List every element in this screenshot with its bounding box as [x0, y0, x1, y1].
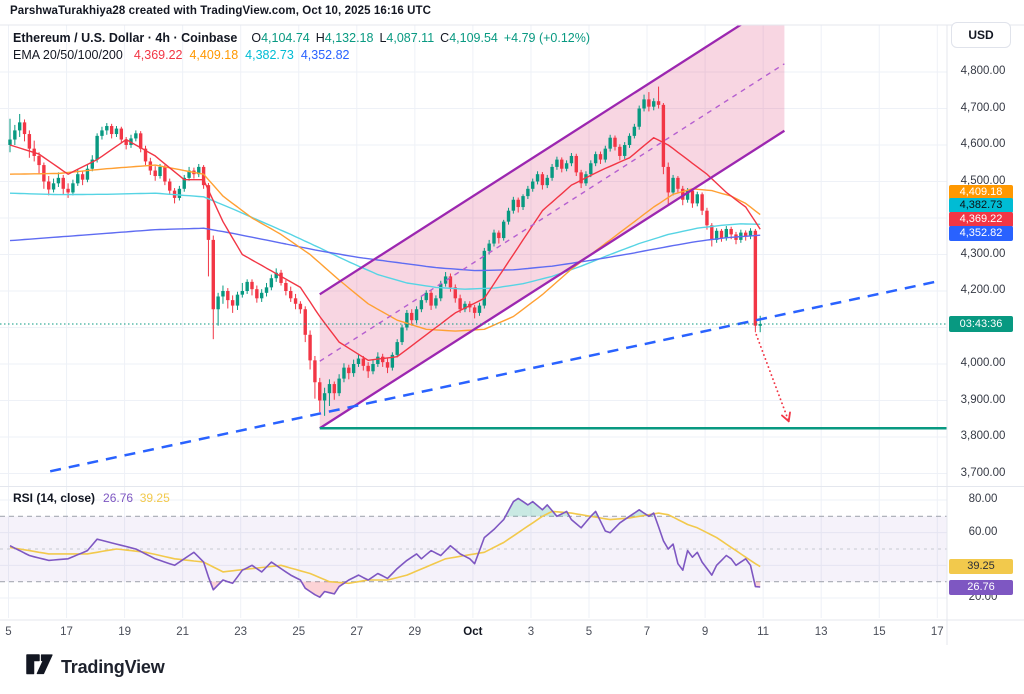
ema-price-badge: 4,352.82 [949, 225, 1013, 241]
time-tick-label: 29 [408, 626, 422, 638]
rsi-value: 26.76 [103, 491, 134, 505]
time-tick-label: 17 [60, 626, 73, 638]
time-tick-label: 19 [118, 626, 131, 638]
time-tick-label: 5 [585, 626, 593, 638]
time-tick-label: 7 [643, 626, 651, 638]
ema50-line[interactable] [9, 164, 761, 332]
time-tick-label: 9 [701, 626, 709, 638]
price-tick-label: 4,300.00 [960, 247, 1006, 260]
rsi-oversold-fill [301, 581, 347, 598]
attribution-text: ParshwaTurakhiya28 created with TradingV… [10, 5, 432, 17]
rsi-tick-label: 80.00 [968, 493, 998, 505]
price-tick-label: 4,500.00 [960, 174, 1006, 187]
rsi-indicator-label: RSI (14, close) [13, 491, 96, 505]
time-tick-label: 11 [757, 626, 770, 638]
ema-indicator-label: EMA 20/50/100/200 [13, 48, 123, 62]
price-tick-label: 4,800.00 [960, 65, 1006, 77]
high-label: H [315, 31, 325, 45]
rsi-overbought-fill [505, 498, 557, 517]
projection-arrow-line[interactable] [755, 333, 790, 423]
candles [8, 86, 762, 416]
ema-price-badge: 4,382.73 [949, 198, 1013, 213]
price-tick-label: 3,700.00 [960, 466, 1006, 479]
close-label: C [440, 31, 450, 45]
low-value: 4,087.11 [386, 31, 435, 45]
time-tick-label: 3 [527, 626, 535, 638]
rsi-pane[interactable] [0, 497, 947, 598]
ema20-value: 4,369.22 [133, 48, 183, 62]
price-tick-label: 3,800.00 [960, 430, 1006, 442]
time-tick-label: 5 [5, 626, 12, 638]
open-value: 4,104.74 [261, 31, 310, 45]
bar-countdown-badge: 03:43:36 [949, 316, 1013, 332]
currency-unit-toggle: USD [951, 22, 1011, 48]
price-tick-label: 4,200.00 [960, 284, 1006, 296]
ema100-line[interactable] [9, 192, 761, 290]
price-tick-label: 4,700.00 [960, 101, 1006, 114]
time-tick-label: 13 [814, 626, 828, 638]
symbol-title: Ethereum / U.S. Dollar · 4h · Coinbase [13, 31, 238, 45]
close-value: 4,109.54 [449, 31, 498, 45]
channel-lower-line[interactable] [319, 129, 786, 430]
ema100-value: 4,382.73 [245, 48, 294, 62]
time-tick-label: 15 [872, 626, 886, 638]
grid-lines [0, 25, 947, 618]
price-tick-label: 3,900.00 [960, 393, 1006, 406]
time-tick-label: 17 [930, 626, 944, 638]
rsi-line[interactable] [9, 497, 761, 598]
channel-midline[interactable] [319, 63, 785, 362]
symbol-legend: Ethereum / U.S. Dollar · 4h · Coinbase O4… [13, 30, 590, 64]
time-tick-label: 25 [292, 626, 306, 638]
rsi-value-badge: 26.76 [949, 579, 1013, 595]
channel-upper-line[interactable] [319, 0, 785, 296]
price-tick-label: 4,000.00 [960, 357, 1006, 369]
time-tick-label: 27 [350, 626, 364, 638]
projection-arrowhead [781, 414, 790, 423]
time-tick-label: 21 [176, 626, 189, 638]
ema20-line[interactable] [9, 137, 761, 361]
tradingview-wordmark: TradingView [61, 656, 165, 677]
change-value: +4.79 (+0.12%) [503, 31, 591, 45]
time-tick-label: Oct [463, 626, 483, 638]
projection-arrowhead [787, 411, 791, 423]
rsi-tick-label: 60.00 [968, 525, 998, 538]
tradingview-logo[interactable]: TradingView [26, 654, 165, 680]
ema-price-badge: 4,409.18 [949, 184, 1013, 200]
rsi-band [0, 516, 947, 582]
tradingview-logo-mark-icon [26, 654, 53, 680]
ema-price-badge: 4,369.22 [949, 212, 1013, 227]
ema-row: EMA 20/50/100/200 4,369.22 4,409.18 4,382.7… [13, 47, 590, 64]
symbol-row: Ethereum / U.S. Dollar · 4h · Coinbase O4… [13, 30, 590, 47]
ema50-value: 4,409.18 [189, 48, 239, 62]
high-value: 4,132.18 [324, 31, 374, 45]
rsi-ma-value: 39.25 [139, 491, 170, 505]
time-tick-label: 23 [234, 626, 248, 638]
rsi-legend: RSI (14, close) 26.76 39.25 [13, 491, 170, 505]
rsi-ma-line[interactable] [9, 510, 761, 585]
open-label: O [251, 31, 262, 45]
ema200-line[interactable] [9, 227, 761, 272]
ema200-value: 4,352.82 [300, 48, 350, 62]
main-pane[interactable] [0, 0, 947, 473]
price-tick-label: 4,600.00 [960, 138, 1006, 150]
low-label: L [379, 31, 387, 45]
rsi-value-badge: 39.25 [949, 559, 1013, 575]
